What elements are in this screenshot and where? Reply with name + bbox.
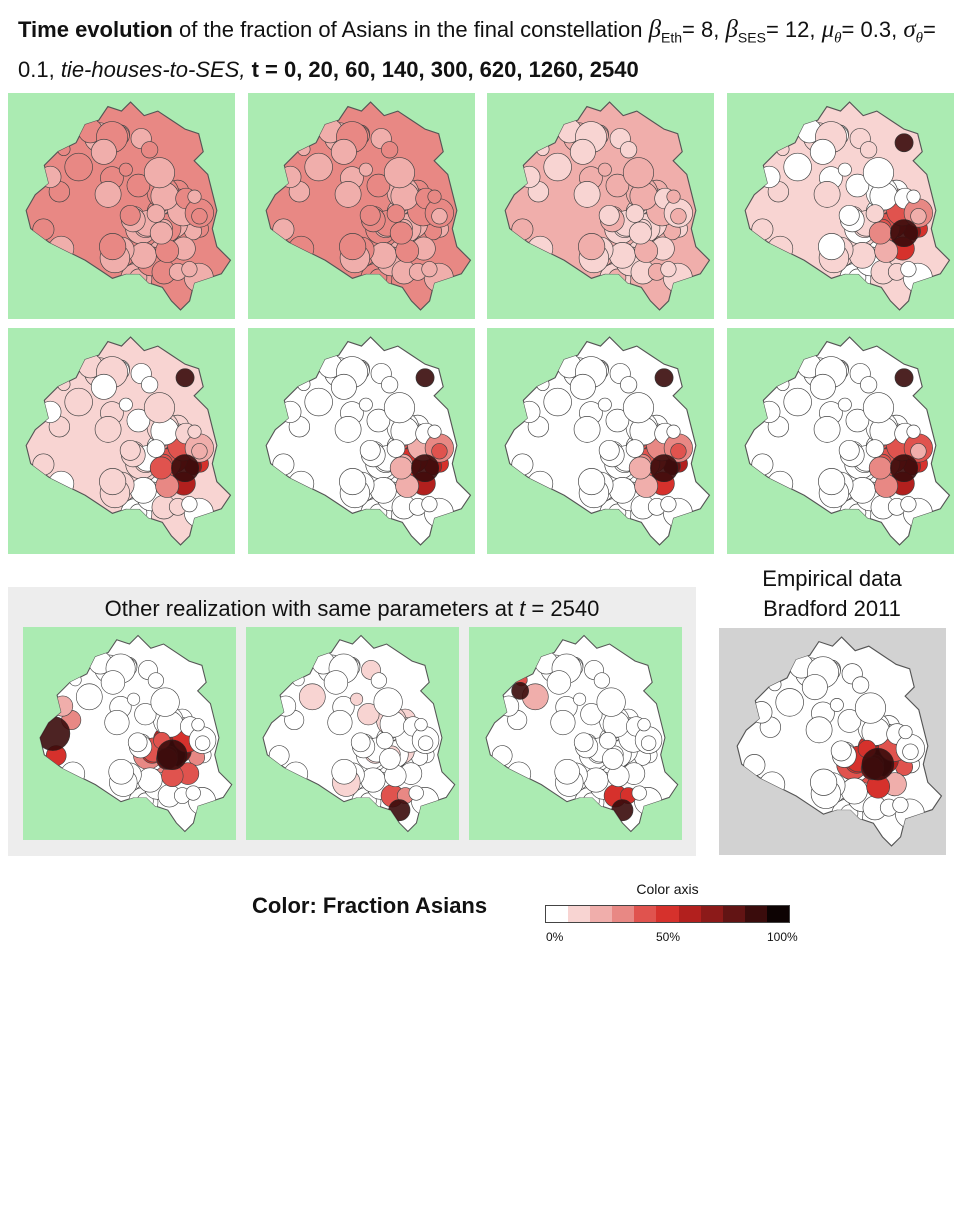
color-axis-swatch [634,906,657,922]
map-empirical-bradford [719,628,946,855]
district-map [744,101,951,311]
figure-title: Time evolution of the fraction of Asians… [18,16,936,83]
district-map [744,336,951,546]
map-realization-2 [246,627,459,840]
district-map [485,634,679,833]
district-map [736,636,943,847]
map-realization-3 [469,627,682,840]
color-axis-title: Color axis [636,881,699,897]
district-map [504,101,711,311]
color-axis-swatch [766,906,790,922]
map-t140 [727,93,954,319]
map-t20 [248,93,475,319]
color-axis-swatch [656,906,679,922]
map-t0 [8,93,235,319]
district-map [265,336,472,546]
color-axis-swatch [590,906,613,922]
color-axis-swatch [546,906,569,922]
color-axis-swatch [568,906,591,922]
color-axis-bar [545,905,790,923]
color-axis-swatch [700,906,723,922]
district-map [262,634,456,833]
district-map [39,634,233,833]
color-legend-label: Color: Fraction Asians [252,893,488,918]
map-t300 [8,328,235,554]
color-axis-swatch [612,906,635,922]
map-t620 [248,328,475,554]
other-realizations-title: Other realization with same parameters a… [104,596,600,621]
color-axis-swatch [722,906,745,922]
map-t60 [487,93,714,319]
color-axis-swatch [744,906,767,922]
map-t2540 [727,328,954,554]
district-map [504,336,711,546]
map-realization-1 [23,627,236,840]
color-axis-tick-50: 50% [656,930,681,944]
district-map [25,336,232,546]
color-axis-swatch [678,906,701,922]
district-map [25,101,232,311]
color-axis-tick-100: 100% [767,930,798,944]
empirical-title: Empirical data Bradford 2011 [762,566,902,621]
color-axis-tick-0: 0% [546,930,564,944]
map-t1260 [487,328,714,554]
district-map [265,101,472,311]
